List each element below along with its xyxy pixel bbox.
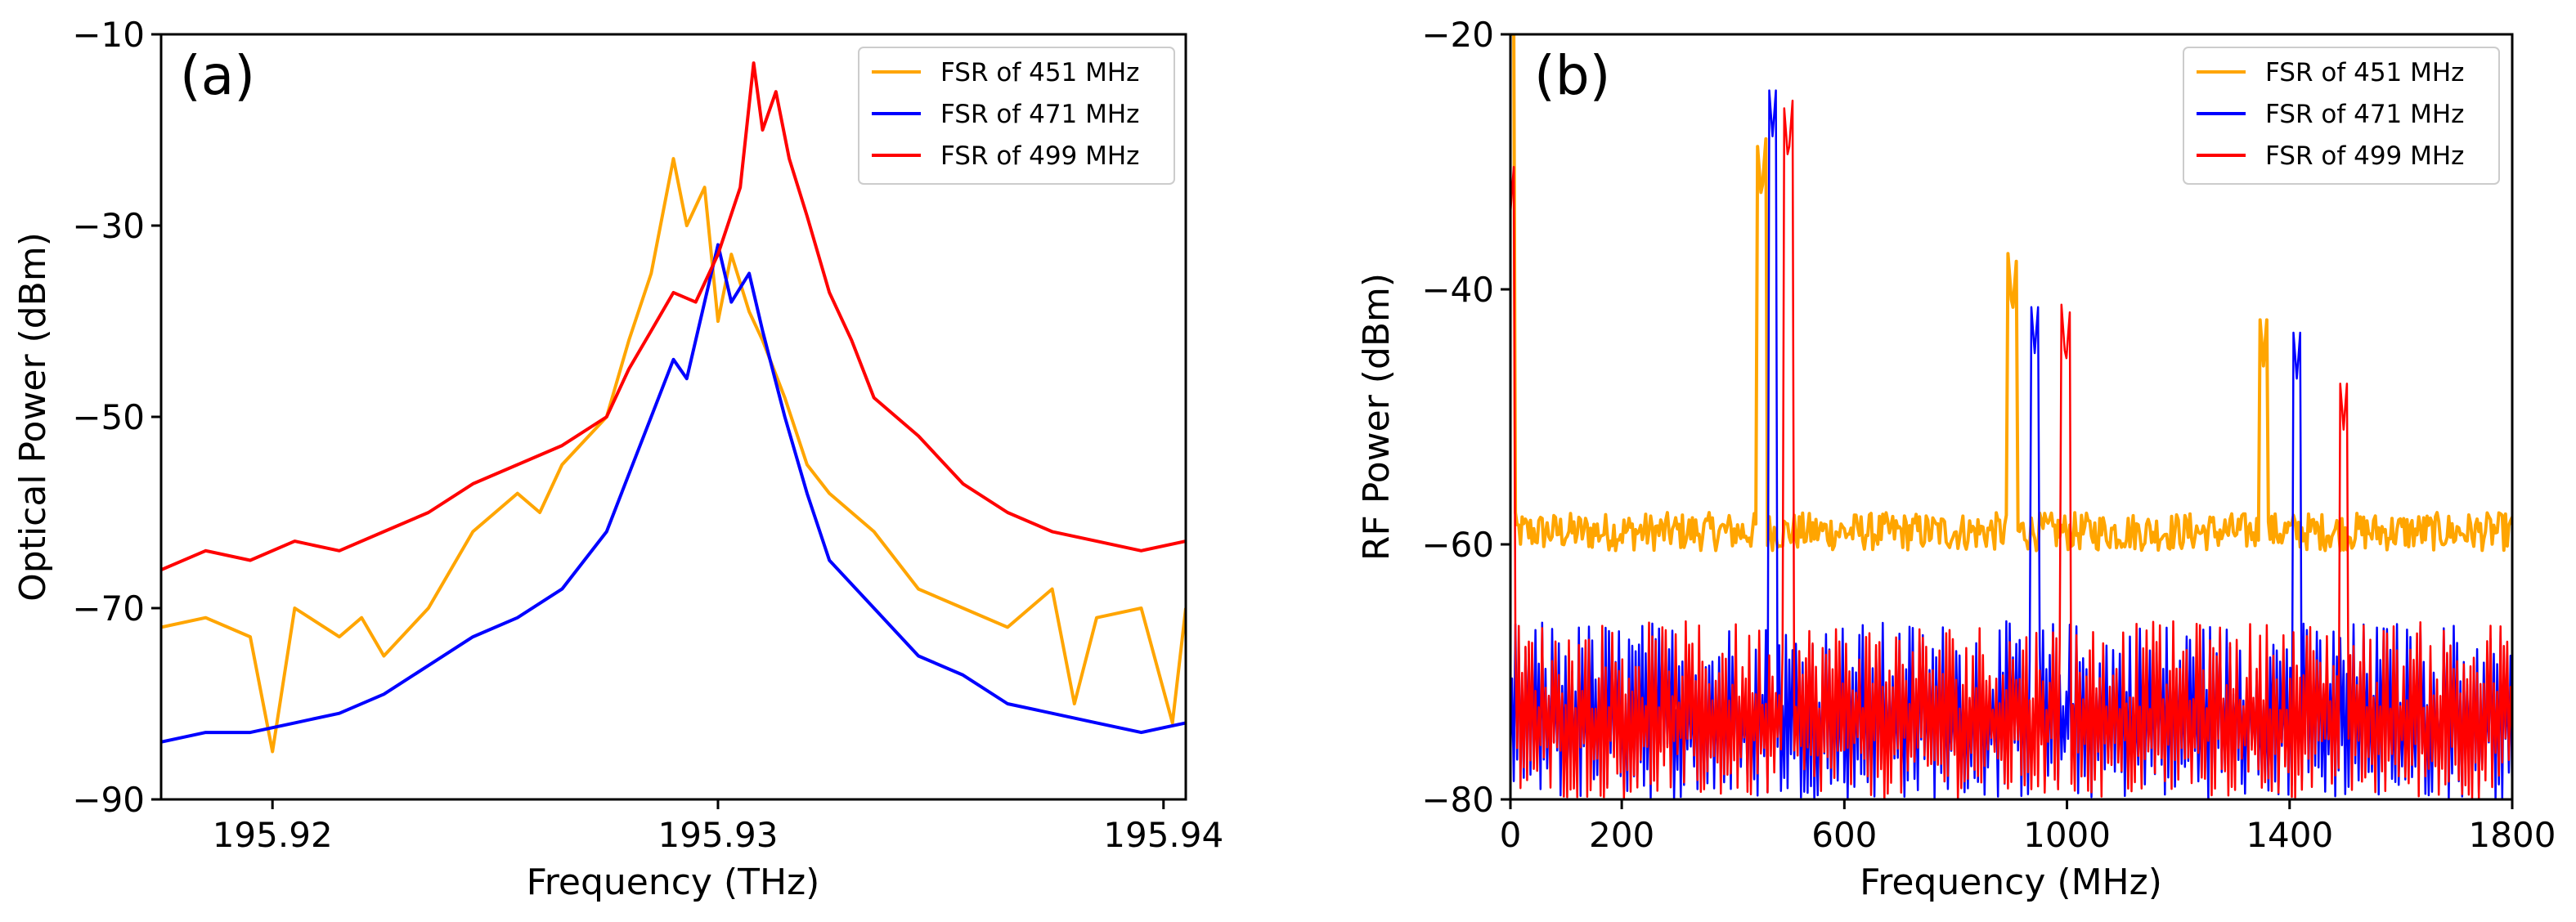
panel-b-series-line-0 <box>1510 34 2512 553</box>
panel-a-legend-label-471: FSR of 471 MHz <box>940 100 1139 129</box>
panel-a-ytick-label: −10 <box>72 15 145 55</box>
panel-a: 195.92 195.93 195.94 −90 −70 −50 −30 −10 (a) Fr… <box>12 15 1223 903</box>
panel-b-ytick-label: −40 <box>1421 270 1494 310</box>
panel-b-xtick-label: 1400 <box>2246 815 2333 855</box>
panel-b-frame <box>1509 33 2514 801</box>
panel-a-ytick-label: −70 <box>72 589 145 629</box>
panel-a-series-line-2 <box>161 61 1186 572</box>
panel-a-xlabel: Frequency (THz) <box>527 862 820 903</box>
panel-b: 0 200 600 1000 1400 1800 −80 −60 −40 −20 (b) Freq… <box>1356 15 2556 903</box>
panel-b-xlabel: Frequency (MHz) <box>1860 862 2162 903</box>
panel-b-ytick-label: −20 <box>1421 15 1494 55</box>
panel-a-xtick-label: 195.93 <box>657 815 778 855</box>
panel-b-legend-box <box>2183 47 2500 185</box>
panel-b-ytick-label: −60 <box>1421 525 1494 565</box>
panel-a-legend: FSR of 451 MHz FSR of 471 MHz FSR of 499… <box>858 47 1175 185</box>
panel-b-xtick-label: 1000 <box>2023 815 2111 855</box>
panel-a-legend-label-451: FSR of 451 MHz <box>940 58 1139 87</box>
panel-b-xtick-label: 0 <box>1500 815 1522 855</box>
panel-a-series-line-1 <box>161 243 1186 744</box>
panel-b-xtick-label: 1800 <box>2469 815 2556 855</box>
panel-a-legend-box <box>858 47 1175 185</box>
panel-a-xtick-label: 195.92 <box>213 815 333 855</box>
panel-a-series-line-0 <box>161 157 1186 754</box>
panel-a-ylabel: Optical Power (dBm) <box>12 232 54 602</box>
panel-b-ylabel: RF Power (dBm) <box>1356 273 1398 561</box>
panel-b-legend-label-451: FSR of 451 MHz <box>2265 58 2464 87</box>
panel-b-legend: FSR of 451 MHz FSR of 471 MHz FSR of 499… <box>2183 47 2500 185</box>
panel-a-label: (a) <box>180 44 255 107</box>
panel-b-legend-label-499: FSR of 499 MHz <box>2265 141 2464 171</box>
panel-b-ytick-label: −80 <box>1421 780 1494 820</box>
panel-b-label: (b) <box>1534 44 1610 107</box>
panel-b-legend-label-471: FSR of 471 MHz <box>2265 100 2464 129</box>
panel-a-ytick-label: −30 <box>72 206 145 246</box>
panel-b-xtick-label: 200 <box>1589 815 1654 855</box>
panel-a-ytick-label: −50 <box>72 397 145 437</box>
panel-b-series-line-2 <box>1510 99 2512 799</box>
panel-a-legend-label-499: FSR of 499 MHz <box>940 141 1139 171</box>
panel-b-xtick-label: 600 <box>1811 815 1877 855</box>
panel-a-xtick-label: 195.94 <box>1103 815 1223 855</box>
panel-a-ytick-label: −90 <box>72 780 145 820</box>
